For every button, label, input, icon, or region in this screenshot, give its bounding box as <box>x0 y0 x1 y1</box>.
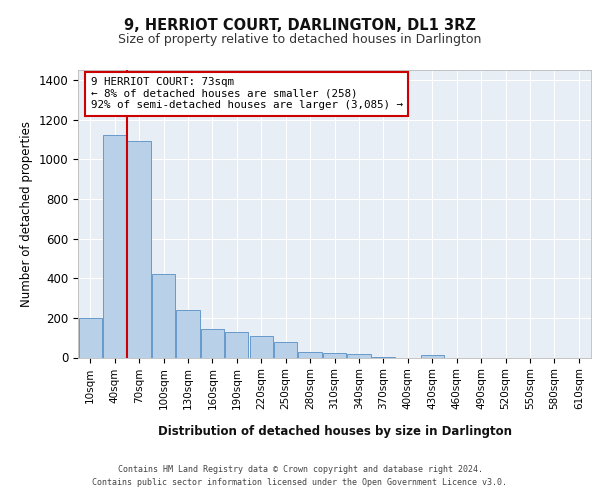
Bar <box>79 318 102 358</box>
Bar <box>323 352 346 358</box>
Text: 9 HERRIOT COURT: 73sqm
← 8% of detached houses are smaller (258)
92% of semi-det: 9 HERRIOT COURT: 73sqm ← 8% of detached … <box>91 77 403 110</box>
Bar <box>225 332 248 357</box>
Text: Contains public sector information licensed under the Open Government Licence v3: Contains public sector information licen… <box>92 478 508 487</box>
Text: Distribution of detached houses by size in Darlington: Distribution of detached houses by size … <box>158 424 512 438</box>
Text: Contains HM Land Registry data © Crown copyright and database right 2024.: Contains HM Land Registry data © Crown c… <box>118 466 482 474</box>
Bar <box>421 354 444 358</box>
Bar <box>347 354 371 358</box>
Bar <box>250 336 273 357</box>
Bar <box>103 136 126 358</box>
Bar <box>298 352 322 358</box>
Bar <box>127 142 151 358</box>
Bar <box>152 274 175 357</box>
Text: Size of property relative to detached houses in Darlington: Size of property relative to detached ho… <box>118 32 482 46</box>
Bar <box>372 356 395 358</box>
Text: 9, HERRIOT COURT, DARLINGTON, DL1 3RZ: 9, HERRIOT COURT, DARLINGTON, DL1 3RZ <box>124 18 476 32</box>
Bar <box>274 342 297 357</box>
Bar <box>176 310 200 358</box>
Y-axis label: Number of detached properties: Number of detached properties <box>20 120 33 306</box>
Bar <box>201 329 224 358</box>
